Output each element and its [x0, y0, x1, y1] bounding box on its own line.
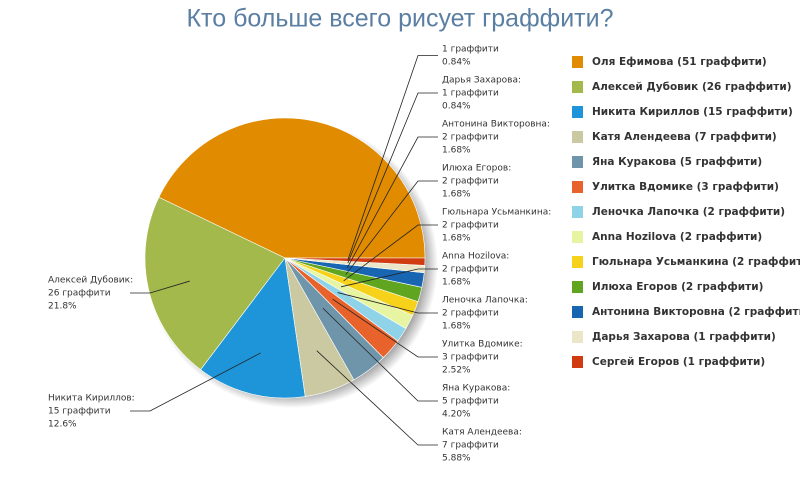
leader-line	[130, 280, 190, 294]
leader-line	[130, 352, 261, 412]
callout-name: Никита Кириллов:	[48, 394, 135, 404]
legend-swatch	[572, 306, 583, 318]
callout-name: Гюльнара Усьманкина:	[442, 208, 551, 218]
legend-swatch	[572, 206, 583, 218]
legend-label: Алексей Дубовик (26 граффити)	[592, 81, 792, 93]
callout-value: 2 граффити	[442, 133, 499, 143]
callout-name: Антонина Викторовна:	[442, 120, 550, 130]
legend-label: Яна Куракова (5 граффити)	[592, 156, 762, 168]
callout-value: 2 граффити	[442, 221, 499, 231]
callout-percent: 5.88%	[442, 454, 471, 464]
callout-value: 2 граффити	[442, 177, 499, 187]
legend-swatch	[572, 181, 583, 193]
legend-swatch	[572, 131, 583, 143]
legend-swatch	[572, 56, 583, 68]
callout-value: 2 граффити	[442, 309, 499, 319]
callout-value: 15 граффити	[48, 407, 111, 417]
callout-value: 2 граффити	[442, 265, 499, 275]
legend-swatch	[572, 281, 583, 293]
legend-label: Леночка Лапочка (2 граффити)	[592, 206, 785, 218]
callout-name: Илюха Егоров:	[442, 164, 511, 174]
legend-swatch	[572, 106, 583, 118]
leader-line	[345, 180, 438, 275]
callout-name: Алексей Дубовик:	[48, 276, 133, 286]
legend-swatch	[572, 256, 583, 268]
leader-line	[343, 224, 438, 282]
pie-slice	[284, 257, 426, 266]
pie-slice	[144, 196, 286, 371]
callout-name: Anna Hozilova:	[442, 252, 509, 262]
callout-value: 7 граффити	[442, 441, 499, 451]
leader-line	[340, 268, 438, 288]
leader-line	[322, 307, 438, 402]
legend-label: Дарья Захарова (1 граффити)	[592, 331, 776, 343]
legend-label: Anna Hozilova (2 граффити)	[592, 231, 762, 243]
callout-percent: 2.52%	[442, 366, 471, 376]
callout-percent: 1.68%	[442, 322, 471, 332]
legend-label: Гюльнара Усьманкина (2 граффити)	[592, 256, 800, 268]
callout-name: Яна Куракова:	[442, 384, 510, 394]
legend-label: Улитка Вдомике (3 граффити)	[592, 181, 779, 193]
pie-slice	[200, 257, 306, 399]
legend-swatch	[572, 81, 583, 93]
callout-percent: 1.68%	[442, 190, 471, 200]
leader-line	[337, 292, 438, 314]
leader-line	[347, 55, 438, 260]
legend-label: Оля Ефимова (51 граффити)	[592, 56, 767, 68]
callout-value: 5 граффити	[442, 397, 499, 407]
callout-name: Дарья Захарова:	[442, 76, 521, 86]
pie-slice	[158, 117, 426, 259]
legend-label: Никита Кириллов (15 граффити)	[592, 106, 793, 118]
chart-title: Кто больше всего рисует граффити?	[186, 5, 613, 33]
callout-value: 1 граффити	[442, 89, 499, 99]
callout-percent: 0.84%	[442, 102, 471, 112]
legend-swatch	[572, 156, 583, 168]
callout-name: Улитка Вдомике:	[442, 340, 523, 350]
callout-percent: 12.6%	[48, 420, 77, 430]
callout-name: Леночка Лапочка:	[442, 296, 528, 306]
leader-line	[346, 136, 438, 269]
legend-label: Антонина Викторовна (2 граффити)	[592, 306, 800, 318]
legend-label: Илюха Егоров (2 граффити)	[592, 281, 763, 293]
callout-percent: 1.68%	[442, 278, 471, 288]
callout-value: 3 граффити	[442, 353, 499, 363]
callout-percent: 1.68%	[442, 146, 471, 156]
callout-percent: 1.68%	[442, 234, 471, 244]
callout-name: Катя Алендеева:	[442, 428, 522, 438]
callout-value: 26 граффити	[48, 289, 111, 299]
legend-label: Катя Алендеева (7 граффити)	[592, 131, 777, 143]
callout-value: 1 граффити	[442, 45, 499, 55]
callout-percent: 4.20%	[442, 410, 471, 420]
legend-label: Сергей Егоров (1 граффити)	[592, 356, 765, 368]
legend-swatch	[572, 331, 583, 343]
leader-line	[316, 350, 438, 446]
callout-percent: 21.8%	[48, 302, 77, 312]
legend-swatch	[572, 356, 583, 368]
leader-line	[347, 92, 438, 264]
legend-swatch	[572, 231, 583, 243]
leader-line	[332, 298, 438, 358]
callout-percent: 0.84%	[442, 58, 471, 68]
